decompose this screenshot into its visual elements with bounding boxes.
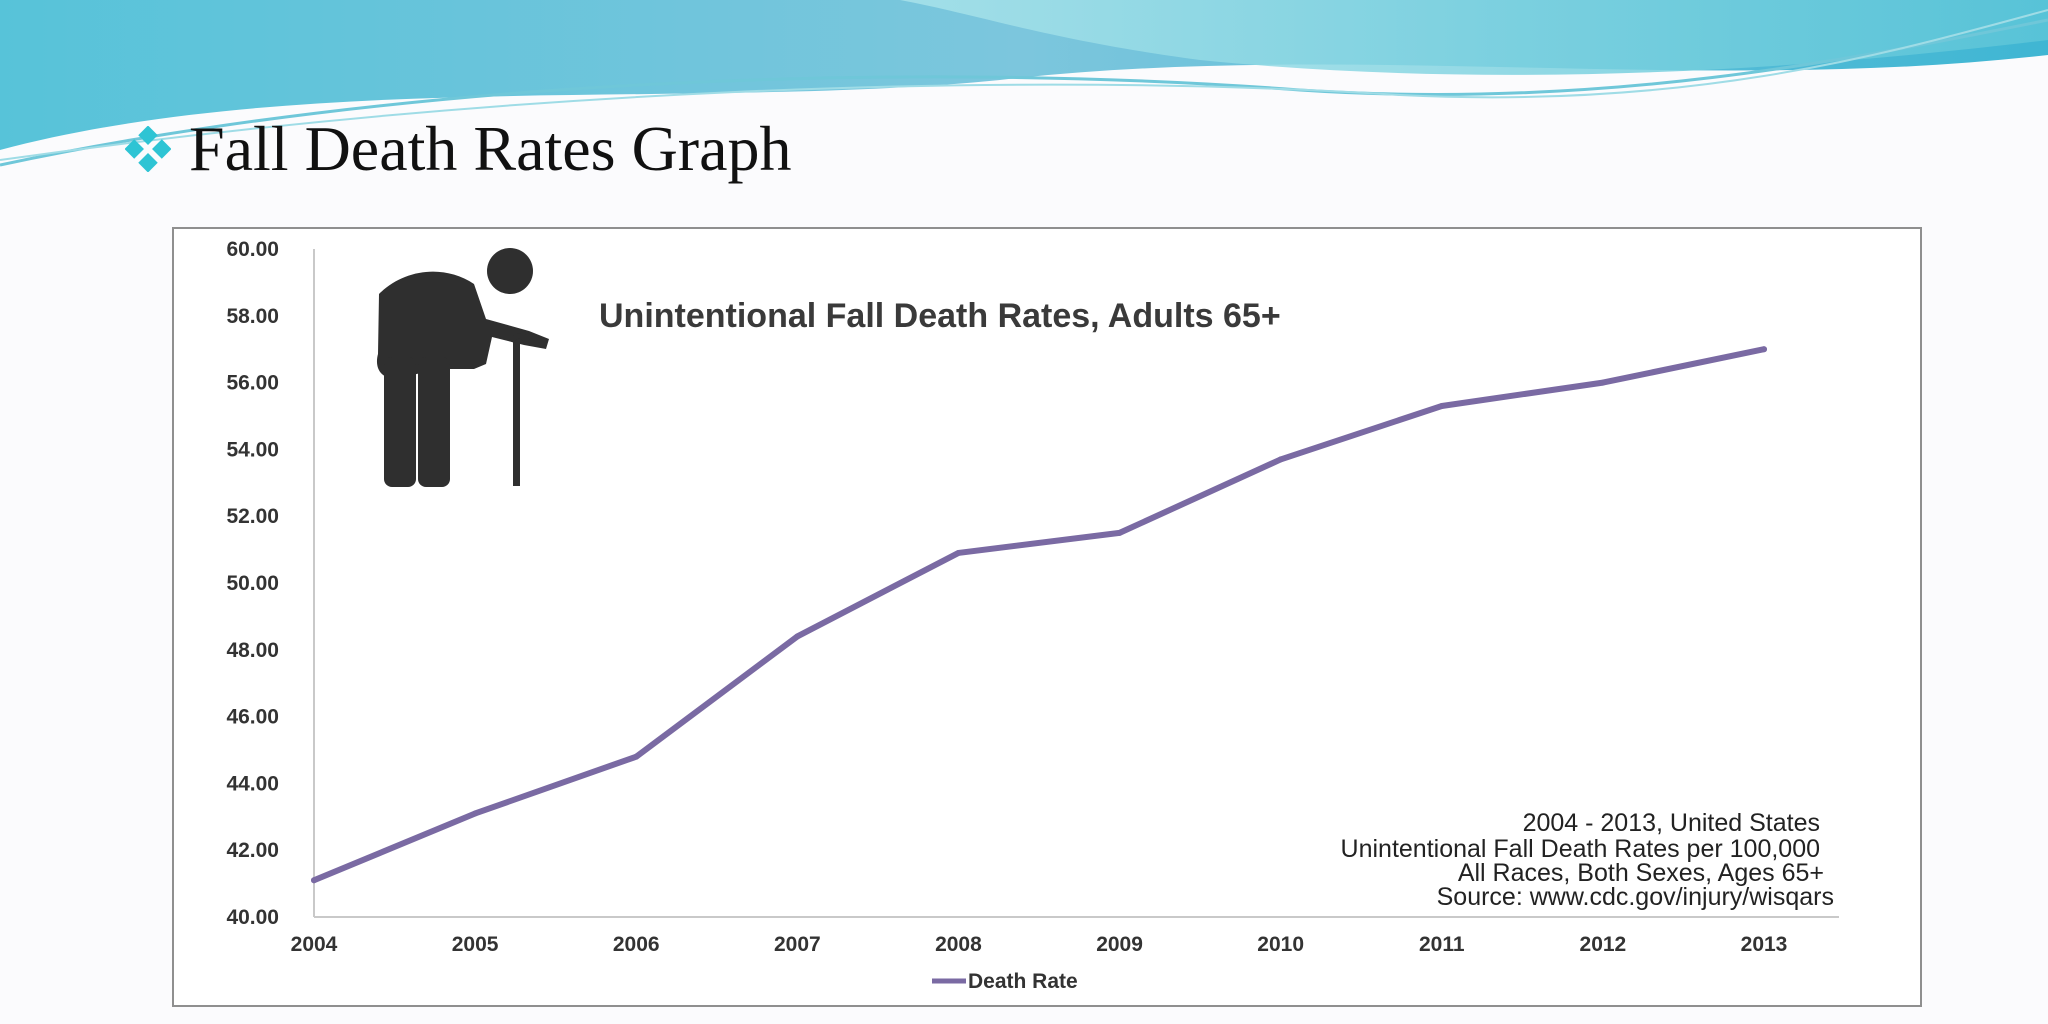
chart-legend: Death Rate (932, 970, 1078, 993)
series-layer (311, 346, 1767, 884)
y-tick-label: 44.00 (226, 772, 279, 795)
y-tick-label: 42.00 (226, 839, 279, 862)
slide-title: Fall Death Rates Graph (125, 112, 792, 186)
elderly-person-with-cane-icon (376, 248, 549, 487)
data-point (472, 810, 479, 817)
y-tick-label: 52.00 (226, 505, 279, 528)
y-tick-label: 40.00 (226, 906, 279, 929)
data-point (794, 633, 801, 640)
legend-label: Death Rate (968, 970, 1078, 993)
x-tick-label: 2009 (1096, 933, 1143, 956)
series-line-death-rate (311, 346, 1767, 884)
chart-container: 60.00 58.00 56.00 54.00 52.00 50.00 48.00 46.00… (172, 227, 1922, 1007)
x-axis-ticks: 2004 2005 2006 2007 2008 2009 2010 2011 2012 2013 (291, 933, 1788, 956)
data-point (1761, 346, 1767, 353)
data-point (1599, 379, 1606, 386)
annotation-line: All Races, Both Sexes, Ages 65+ (1458, 859, 1824, 887)
diamond-bullet-icon (125, 126, 171, 172)
data-point (633, 753, 640, 760)
y-tick-label: 58.00 (226, 305, 279, 328)
chart-annotation: 2004 - 2013, United States Unintentional… (1341, 809, 1834, 911)
x-tick-label: 2005 (452, 933, 499, 956)
y-axis-ticks: 60.00 58.00 56.00 54.00 52.00 50.00 48.00 46.00… (226, 238, 279, 929)
x-tick-label: 2008 (935, 933, 982, 956)
y-tick-label: 48.00 (226, 639, 279, 662)
data-point (1116, 529, 1123, 536)
y-tick-label: 46.00 (226, 706, 279, 729)
y-tick-label: 50.00 (226, 572, 279, 595)
y-tick-label: 54.00 (226, 438, 279, 461)
y-tick-label: 56.00 (226, 372, 279, 395)
annotation-line: Unintentional Fall Death Rates per 100,0… (1341, 835, 1820, 863)
y-tick-label: 60.00 (226, 238, 279, 261)
slide-title-text: Fall Death Rates Graph (189, 113, 792, 184)
data-point (1277, 456, 1284, 463)
x-tick-label: 2012 (1580, 933, 1627, 956)
chart-title: Unintentional Fall Death Rates, Adults 6… (599, 297, 1281, 335)
x-tick-label: 2004 (291, 933, 338, 956)
data-point (955, 549, 962, 556)
x-tick-label: 2007 (774, 933, 821, 956)
annotation-line: Source: www.cdc.gov/injury/wisqars (1437, 883, 1834, 911)
x-tick-label: 2011 (1419, 933, 1465, 956)
line-chart: 60.00 58.00 56.00 54.00 52.00 50.00 48.00 46.00… (226, 238, 1839, 993)
data-point (1438, 402, 1445, 409)
x-tick-label: 2013 (1741, 933, 1788, 956)
x-tick-label: 2010 (1257, 933, 1304, 956)
x-tick-label: 2006 (613, 933, 660, 956)
annotation-line: 2004 - 2013, United States (1523, 809, 1820, 837)
header-wave-banner (0, 0, 2048, 167)
data-point (311, 877, 317, 884)
